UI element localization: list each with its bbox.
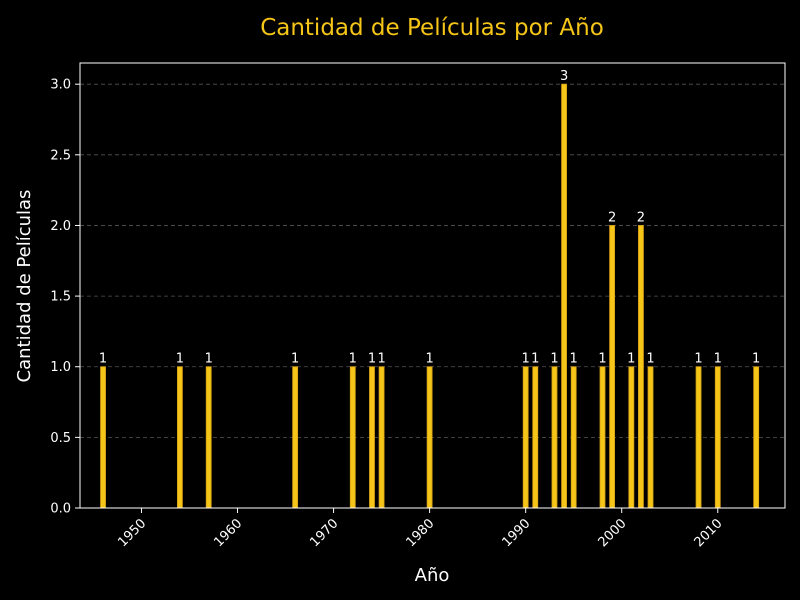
bar: [532, 366, 539, 509]
y-tick-label: 0.5: [50, 431, 71, 446]
y-tick-label: 2.0: [50, 219, 71, 234]
bar-value-label: 1: [570, 352, 578, 367]
bar-value-label: 1: [99, 352, 107, 367]
bars: [100, 83, 760, 509]
bar: [205, 366, 212, 509]
x-ticks: 1950 1960 1970 1980 1990 2000 2010: [115, 508, 726, 550]
bar-value-label: 2: [637, 210, 645, 225]
bar-value-label: 1: [377, 352, 385, 367]
bar-value-label: 3: [560, 69, 568, 84]
bar: [570, 366, 577, 509]
y-ticks: 0.0 0.5 1.0 1.5 2.0 2.5 3.0: [50, 78, 80, 517]
bar-value-label: 1: [550, 352, 558, 367]
bar: [695, 366, 702, 509]
bar: [599, 366, 606, 509]
bar-value-label: 1: [205, 352, 213, 367]
bar: [609, 225, 616, 509]
bar: [426, 366, 433, 509]
bar: [176, 366, 183, 509]
bar-value-label: 1: [291, 352, 299, 367]
y-axis-label: Cantidad de Películas: [14, 190, 35, 383]
x-tick-label: 2000: [596, 516, 630, 550]
x-tick-label: 1960: [211, 516, 245, 550]
y-tick-label: 1.0: [50, 360, 71, 375]
bar-value-label: 1: [646, 352, 654, 367]
bar: [638, 225, 644, 509]
x-tick-label: 2010: [692, 516, 726, 550]
bar-value-label: 1: [627, 352, 635, 367]
bar: [647, 366, 654, 509]
y-tick-label: 2.5: [50, 148, 71, 163]
y-tick-label: 1.5: [50, 290, 71, 305]
bar-value-label: 1: [694, 352, 702, 367]
bar: [100, 366, 106, 509]
bar-value-label: 1: [598, 352, 606, 367]
plot-frame: [79, 62, 786, 509]
x-tick-label: 1990: [499, 516, 533, 550]
bar: [292, 366, 299, 509]
bar: [714, 366, 721, 509]
bar-value-label: 1: [176, 352, 184, 367]
x-tick-label: 1950: [115, 516, 149, 550]
bar: [551, 366, 558, 509]
y-tick-label: 0.0: [50, 502, 71, 517]
bar: [628, 366, 635, 509]
bar: [561, 83, 567, 509]
bar-value-label: 1: [425, 352, 433, 367]
bar-value-label: 1: [714, 352, 722, 367]
bar-value-label: 2: [608, 210, 616, 225]
x-tick-label: 1980: [403, 516, 437, 550]
x-axis-label: Año: [415, 565, 450, 586]
y-tick-label: 3.0: [50, 78, 71, 93]
bar-value-label: 1: [752, 352, 760, 367]
bar-value-label: 1: [522, 352, 530, 367]
bar: [369, 366, 375, 509]
bar: [349, 366, 356, 509]
axes: [79, 62, 786, 509]
chart-title: Cantidad de Películas por Año: [260, 15, 604, 41]
bar: [753, 366, 760, 509]
x-tick-label: 1970: [307, 516, 341, 550]
bar-value-label: 1: [531, 352, 539, 367]
bar-value-label: 1: [349, 352, 357, 367]
bar: [522, 366, 529, 509]
bar-value-label: 1: [368, 352, 376, 367]
bar: [378, 366, 385, 509]
